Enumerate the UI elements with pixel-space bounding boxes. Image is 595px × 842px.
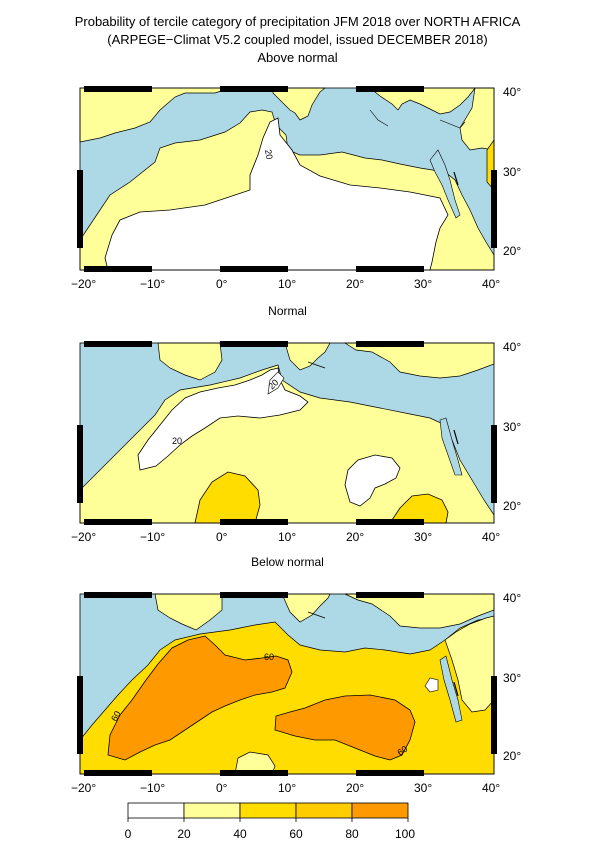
contour-label: 60 bbox=[264, 652, 274, 662]
lat-label: 40° bbox=[503, 340, 521, 354]
contour-label: 20 bbox=[263, 149, 275, 161]
balkans-land bbox=[369, 87, 476, 115]
lon-label: −20° bbox=[71, 530, 96, 544]
coastline bbox=[453, 429, 459, 445]
colorbar-label: 40 bbox=[233, 827, 247, 841]
panel-title-below: Below normal bbox=[251, 555, 324, 569]
contour-region-60 bbox=[274, 694, 416, 761]
panel-title-normal: Normal bbox=[268, 304, 307, 318]
lon-label: −10° bbox=[140, 277, 165, 291]
lon-label: 40° bbox=[482, 781, 500, 795]
lon-label: 20° bbox=[346, 781, 364, 795]
lon-label: −20° bbox=[71, 781, 96, 795]
iberia-land bbox=[157, 342, 223, 381]
colorbar-label: 0 bbox=[125, 827, 132, 841]
colorbar-swatch bbox=[183, 802, 241, 819]
lon-label: −20° bbox=[71, 277, 96, 291]
contour-region-60 bbox=[107, 635, 293, 761]
coastline bbox=[453, 681, 459, 697]
frame-ticks bbox=[77, 86, 497, 272]
colorbar-swatch bbox=[127, 802, 185, 819]
map-normal: 20 20 −20° −10° 0° 10° 20° 30° 40° 40° 3… bbox=[71, 340, 521, 544]
colorbar-swatch bbox=[351, 802, 409, 819]
colorbar-swatch bbox=[239, 802, 297, 819]
contour-label: 60 bbox=[395, 744, 409, 758]
figure-subtitle: (ARPEGE−Climat V5.2 coupled model, issue… bbox=[107, 32, 488, 47]
contour-region-20 bbox=[137, 367, 309, 471]
lat-label: 40° bbox=[503, 85, 521, 99]
lon-label: 10° bbox=[278, 781, 296, 795]
contour-region-20 bbox=[344, 454, 401, 507]
red-sea-nile bbox=[439, 417, 463, 476]
lon-label: 0° bbox=[216, 781, 228, 795]
iberia-land bbox=[154, 593, 223, 631]
colorbar-label: 60 bbox=[289, 827, 303, 841]
colorbar-label: 100 bbox=[395, 827, 415, 841]
lon-label: 20° bbox=[346, 530, 364, 544]
coastline bbox=[307, 361, 326, 369]
colorbar: 0 20 40 60 80 100 bbox=[125, 802, 415, 841]
coastline bbox=[439, 119, 466, 129]
red-sea-nile bbox=[429, 149, 461, 219]
coastline bbox=[453, 171, 459, 186]
lon-label: 10° bbox=[278, 530, 296, 544]
italy-land bbox=[281, 593, 331, 623]
lon-label: 0° bbox=[216, 530, 228, 544]
contour-region-40 bbox=[194, 471, 261, 524]
frame-ticks bbox=[77, 341, 497, 525]
lon-label: −10° bbox=[140, 530, 165, 544]
contour-region-20 bbox=[444, 615, 495, 713]
lat-label: 30° bbox=[503, 671, 521, 685]
contour-region-20 bbox=[267, 371, 285, 395]
lat-label: 30° bbox=[503, 165, 521, 179]
map-above-normal: 20 −20° −10° 0° 10° 20° 30° 40° 40° 30° … bbox=[71, 85, 521, 291]
lon-label: 30° bbox=[414, 781, 432, 795]
colorbar-label: 80 bbox=[345, 827, 359, 841]
contour-region-20 bbox=[104, 117, 449, 271]
contour-label: 20 bbox=[172, 436, 182, 446]
contour-region-40 bbox=[389, 493, 449, 524]
lon-label: −10° bbox=[140, 781, 165, 795]
italy-land bbox=[284, 342, 331, 371]
coastline bbox=[307, 611, 326, 619]
colorbar-swatches bbox=[127, 802, 409, 819]
contour-label: 60 bbox=[109, 709, 123, 723]
lat-label: 40° bbox=[503, 591, 521, 605]
colorbar-label: 20 bbox=[177, 827, 191, 841]
coastline bbox=[369, 109, 389, 127]
colorbar-swatch bbox=[295, 802, 353, 819]
lat-label: 20° bbox=[503, 749, 521, 763]
panel-title-above: Above normal bbox=[257, 50, 338, 65]
lat-label: 30° bbox=[503, 420, 521, 434]
red-sea-nile bbox=[439, 655, 463, 723]
lat-label: 20° bbox=[503, 499, 521, 513]
lon-label: 0° bbox=[216, 277, 228, 291]
map-below-normal: 60 60 60 −20° −10° 0° 10° 20° 30° 40° 40… bbox=[71, 591, 521, 795]
lon-label: 40° bbox=[482, 277, 500, 291]
figure-title: Probability of tercile category of preci… bbox=[74, 14, 521, 29]
lon-label: 10° bbox=[278, 277, 296, 291]
colorbar-ticks bbox=[127, 818, 409, 822]
contour-region-white bbox=[424, 677, 439, 693]
lon-label: 30° bbox=[414, 530, 432, 544]
frame-ticks bbox=[77, 592, 497, 776]
lon-label: 30° bbox=[414, 277, 432, 291]
lat-label: 20° bbox=[503, 244, 521, 258]
lon-label: 40° bbox=[482, 530, 500, 544]
lon-label: 20° bbox=[346, 277, 364, 291]
